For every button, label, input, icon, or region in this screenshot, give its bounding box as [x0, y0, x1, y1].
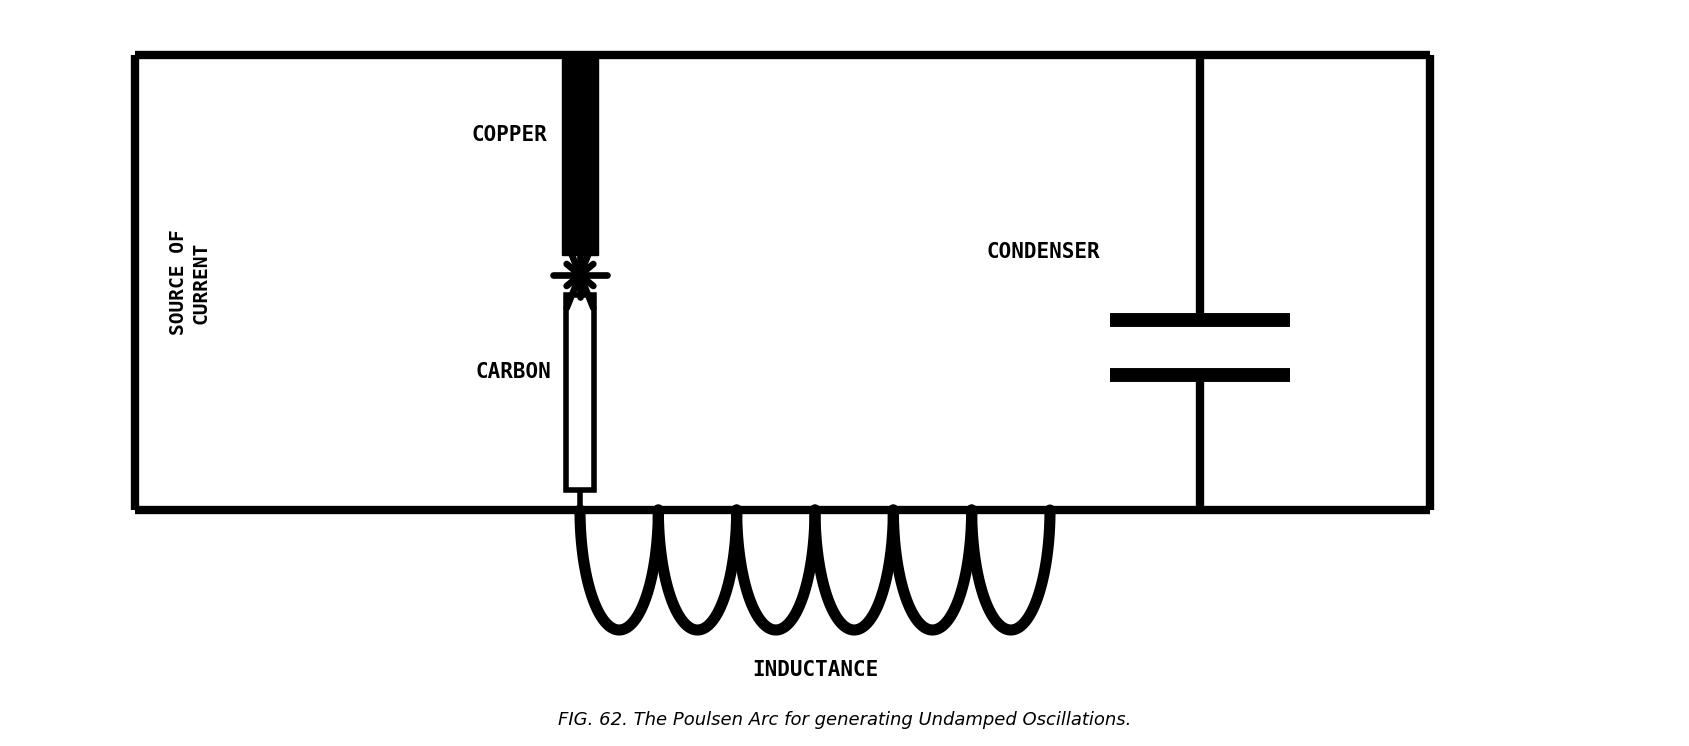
Text: COPPER: COPPER	[471, 125, 547, 145]
Text: SOURCE OF
CURRENT: SOURCE OF CURRENT	[169, 230, 211, 336]
Text: CARBON: CARBON	[475, 363, 551, 383]
Bar	[566, 295, 593, 490]
Bar	[562, 55, 598, 255]
Text: CONDENSER: CONDENSER	[986, 242, 1100, 263]
Text: FIG. 62. The Poulsen Arc for generating Undamped Oscillations.: FIG. 62. The Poulsen Arc for generating …	[557, 711, 1132, 729]
Text: INDUCTANCE: INDUCTANCE	[752, 660, 878, 680]
